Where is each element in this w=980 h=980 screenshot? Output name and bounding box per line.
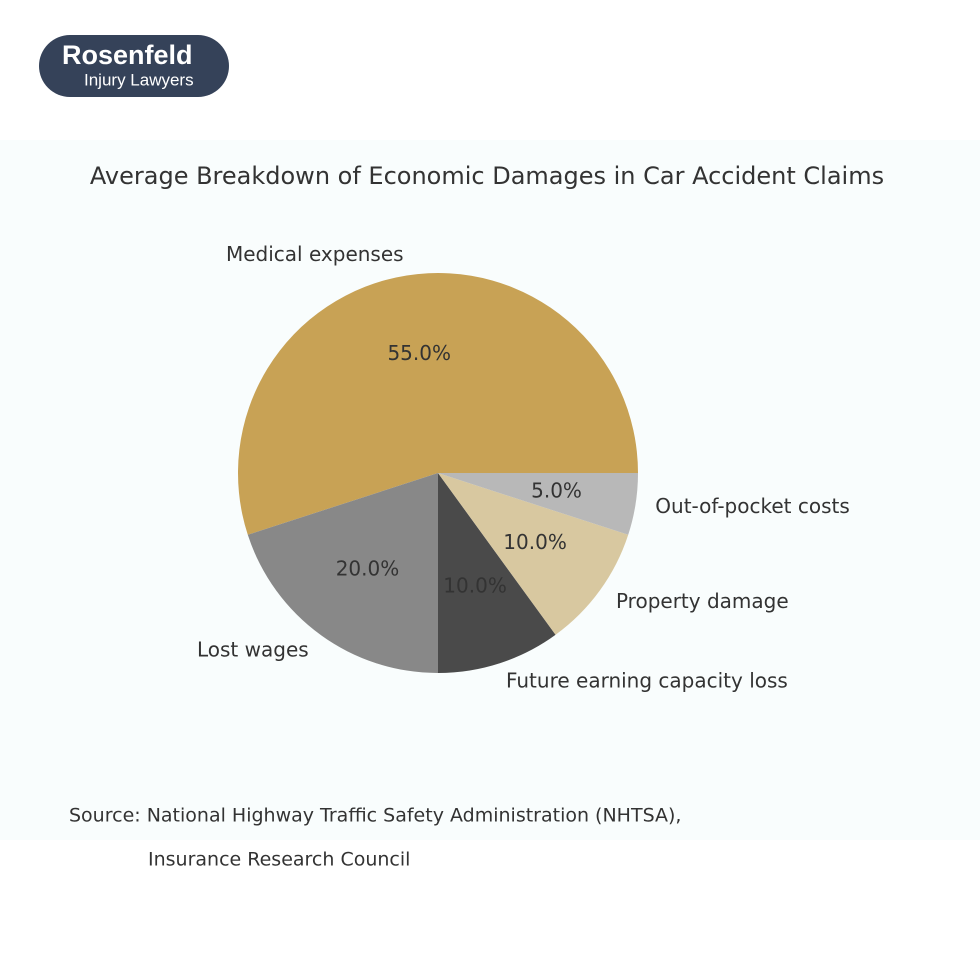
pie-slice bbox=[438, 473, 556, 673]
value-label: 5.0% bbox=[531, 478, 582, 502]
value-label: 55.0% bbox=[387, 341, 451, 365]
pie-slice bbox=[438, 473, 638, 535]
chart-title: Average Breakdown of Economic Damages in… bbox=[90, 162, 884, 190]
source-line: Insurance Research Council bbox=[148, 849, 410, 871]
source-line: Source: National Highway Traffic Safety … bbox=[69, 805, 681, 827]
logo-tagline: Injury Lawyers bbox=[84, 70, 194, 89]
pie-slice bbox=[438, 473, 629, 635]
slice-label: Medical expenses bbox=[226, 242, 404, 266]
logo-name: Rosenfeld bbox=[62, 40, 193, 70]
value-label: 10.0% bbox=[503, 530, 567, 554]
slice-label: Lost wages bbox=[197, 637, 309, 661]
value-label: 20.0% bbox=[336, 557, 400, 581]
value-label: 10.0% bbox=[443, 574, 507, 598]
slice-label: Property damage bbox=[616, 589, 789, 613]
slice-label: Future earning capacity loss bbox=[506, 669, 788, 693]
slice-label: Out-of-pocket costs bbox=[655, 494, 849, 518]
pie-slice bbox=[237, 272, 638, 535]
pie-slice bbox=[247, 473, 438, 673]
logo-badge bbox=[39, 35, 229, 97]
